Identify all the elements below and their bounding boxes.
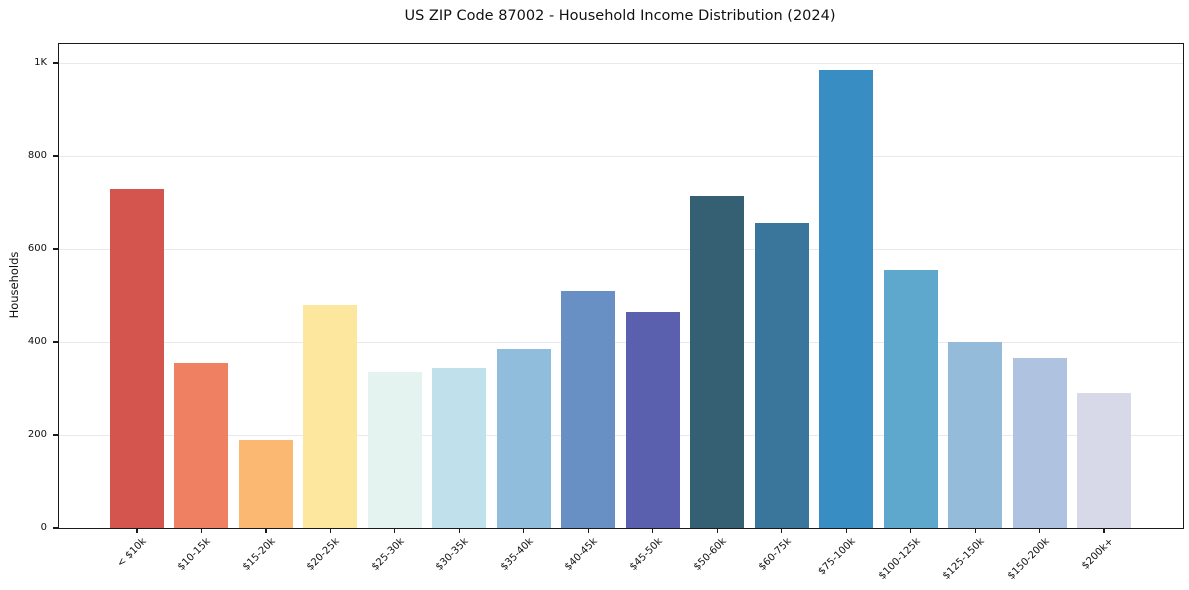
x-tick-label-12: $100-125k (876, 536, 923, 582)
bar-15 (1077, 393, 1132, 528)
y-tick-mark-1K (53, 62, 58, 64)
bar-8 (625, 311, 680, 528)
x-tick-label-2: $15-20k (240, 536, 278, 573)
x-tick-label-9: $50-60k (692, 536, 729, 573)
x-tick-mark-10 (781, 528, 783, 533)
y-tick-mark-800 (53, 155, 58, 157)
x-tick-mark-5 (458, 528, 460, 533)
bar-4 (367, 372, 422, 528)
x-tick-label-3: $20-25k (305, 536, 343, 573)
x-tick-label-13: $125-150k (940, 536, 987, 582)
x-tick-label-7: $40-45k (563, 536, 601, 573)
x-tick-label-10: $60-75k (756, 536, 794, 573)
x-tick-mark-8 (652, 528, 654, 533)
plot-area: 0 200 400 600 800 1K < $10k $10-15k $15-20k $20-2… (28, 43, 1184, 582)
bar-1 (174, 362, 229, 528)
bar-13 (948, 342, 1003, 528)
gridline-400 (59, 341, 1183, 343)
x-tick-mark-6 (523, 528, 525, 533)
x-tick-mark-13 (974, 528, 976, 533)
y-tick-label-1K: 1K (34, 57, 47, 69)
gridline-200 (59, 434, 1183, 436)
y-tick-mark-200 (53, 434, 58, 436)
x-tick-mark-2 (265, 528, 267, 533)
x-tick-mark-4 (394, 528, 396, 533)
bar-12 (883, 269, 938, 528)
bar-11 (819, 70, 874, 528)
bar-7 (561, 290, 616, 528)
x-tick-label-14: $150-200k (1005, 536, 1052, 582)
bar-2 (238, 439, 293, 528)
gridline-800 (59, 155, 1183, 157)
bar-9 (690, 195, 745, 528)
x-tick-mark-9 (716, 528, 718, 533)
x-tick-label-8: $45-50k (627, 536, 665, 573)
bar-6 (496, 349, 551, 528)
x-tick-label-0: < $10k (115, 536, 149, 570)
bar-3 (303, 304, 358, 528)
y-tick-label-200: 200 (27, 429, 47, 440)
x-tick-label-6: $35-40k (498, 536, 536, 573)
y-tick-label-600: 600 (27, 243, 47, 255)
y-tick-mark-600 (53, 248, 58, 250)
x-tick-mark-11 (845, 528, 847, 533)
x-tick-mark-15 (1103, 528, 1105, 533)
x-tick-label-4: $25-30k (369, 536, 407, 573)
gridline-1K (59, 62, 1183, 64)
x-tick-label-11: $75-100k (816, 536, 858, 578)
x-tick-mark-1 (200, 528, 203, 533)
x-tick-mark-7 (587, 528, 589, 533)
x-tick-label-5: $30-35k (434, 536, 472, 573)
bar-14 (1012, 358, 1067, 528)
bar-0 (110, 188, 164, 528)
x-tick-mark-0 (136, 528, 138, 533)
chart-title: US ZIP Code 87002 - Household Income Dis… (404, 8, 836, 24)
y-axis-label: Households (7, 251, 21, 319)
bar-5 (432, 367, 487, 528)
y-tick-label-0: 0 (40, 522, 47, 533)
x-tick-label-15: $200k+ (1080, 536, 1116, 572)
y-tick-label-800: 800 (27, 150, 47, 162)
y-tick-label-400: 400 (27, 336, 47, 348)
bar-10 (754, 223, 809, 528)
gridline-600 (59, 248, 1183, 250)
y-tick-mark-400 (53, 341, 58, 343)
x-tick-mark-3 (329, 528, 331, 533)
x-tick-label-1: $10-15k (176, 536, 214, 573)
x-tick-mark-12 (910, 528, 912, 533)
x-tick-mark-14 (1038, 528, 1041, 533)
y-tick-mark-0 (53, 527, 58, 529)
